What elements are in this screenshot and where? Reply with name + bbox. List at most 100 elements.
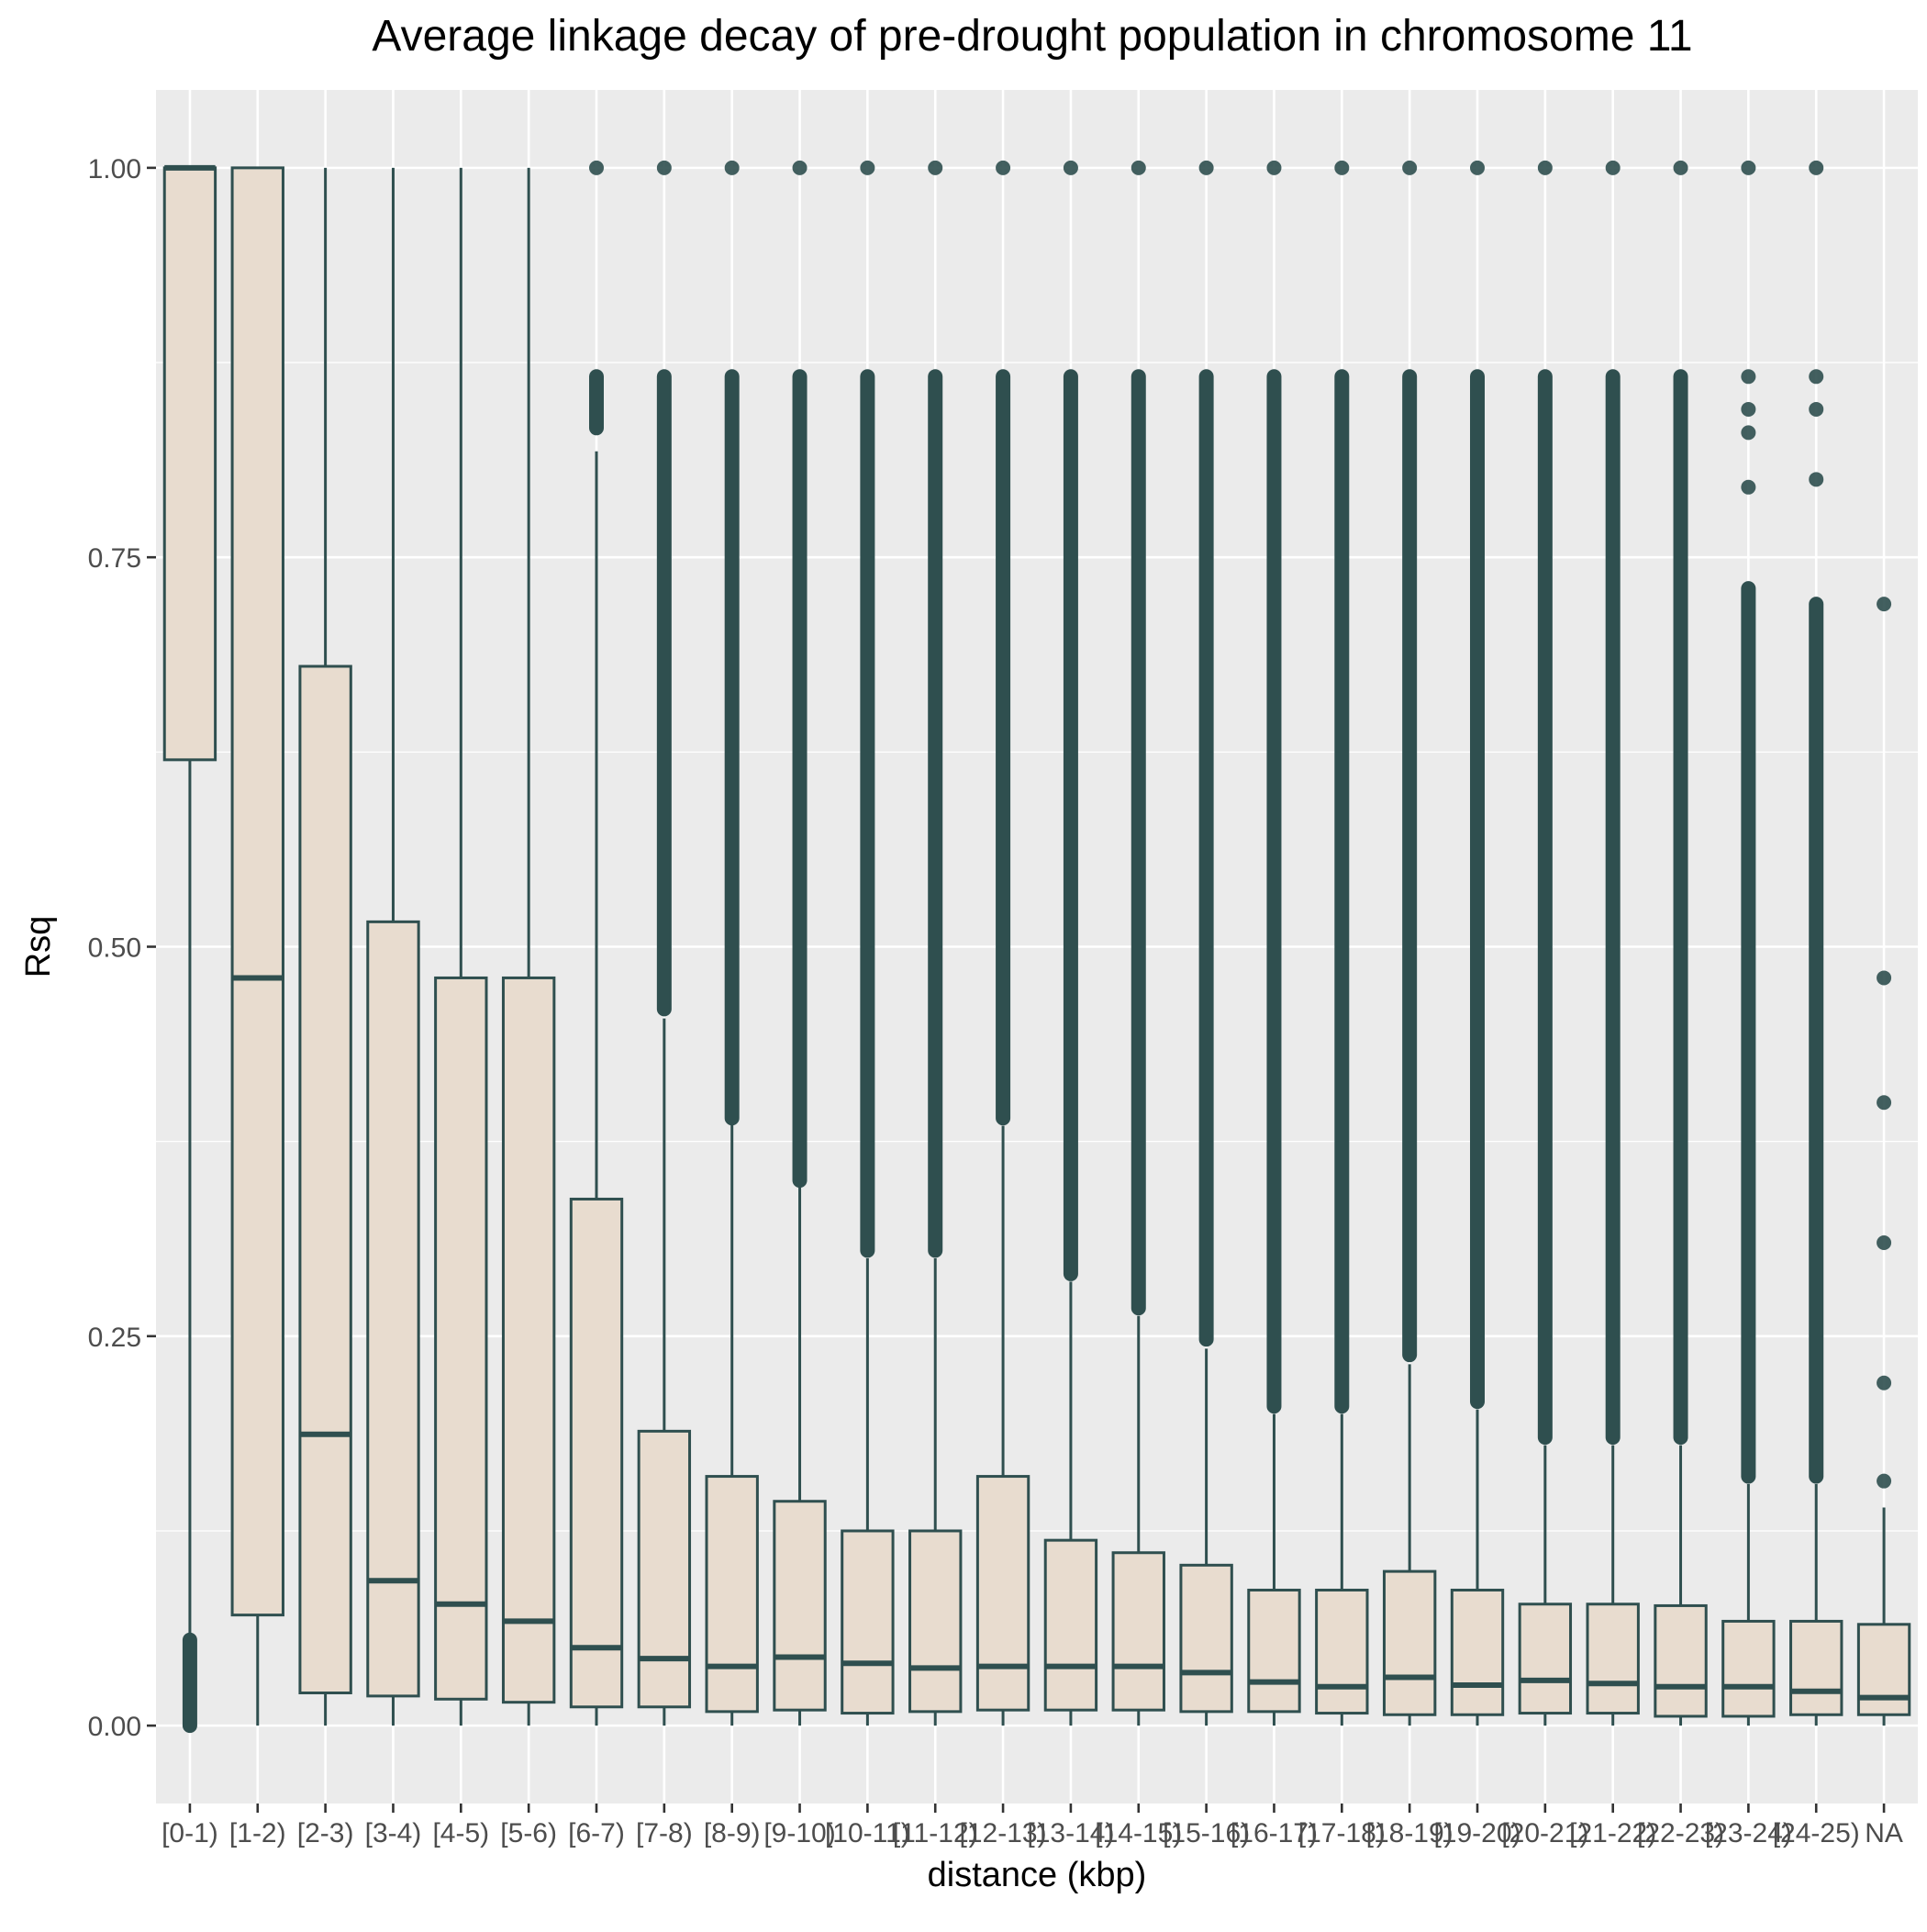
outlier-cluster bbox=[1809, 597, 1824, 1484]
box-body bbox=[1450, 1588, 1505, 1716]
box-body bbox=[1111, 1551, 1165, 1712]
box-body bbox=[298, 664, 352, 1694]
outlier-point bbox=[724, 160, 740, 175]
x-tick-label: [8-9) bbox=[704, 1818, 761, 1848]
outlier-point bbox=[1741, 479, 1756, 495]
outlier-point bbox=[928, 160, 943, 175]
x-tick-label: [3-4) bbox=[365, 1818, 422, 1848]
y-axis: 0.00 0.25 0.50 0.75 1.00 bbox=[88, 154, 156, 1742]
outlier-point bbox=[1809, 401, 1824, 417]
box-body bbox=[773, 1500, 827, 1712]
outlier-point bbox=[1809, 160, 1824, 175]
box-body bbox=[975, 1475, 1030, 1712]
box-group bbox=[1450, 160, 1505, 1726]
outlier-point bbox=[1741, 160, 1756, 175]
outlier-point bbox=[1877, 1234, 1892, 1250]
outlier-cluster bbox=[1741, 581, 1756, 1484]
outlier-cluster bbox=[860, 369, 875, 1258]
outlier-cluster bbox=[1673, 369, 1688, 1446]
x-tick-label: [22-23) bbox=[1637, 1818, 1724, 1848]
outlier-point bbox=[1063, 160, 1078, 175]
outlier-point bbox=[1809, 472, 1824, 487]
box-group bbox=[841, 160, 895, 1726]
x-tick-label: [13-14) bbox=[1027, 1818, 1114, 1848]
x-tick-label: [11-12) bbox=[893, 1818, 978, 1848]
y-tick-label: 1.00 bbox=[88, 154, 141, 184]
outlier-point bbox=[860, 160, 875, 175]
outlier-cluster bbox=[1605, 369, 1621, 1446]
outlier-cluster bbox=[1470, 369, 1485, 1410]
x-tick-label: [24-25) bbox=[1773, 1818, 1860, 1848]
box-body bbox=[1721, 1619, 1776, 1718]
box-group bbox=[1315, 160, 1369, 1726]
x-tick-label: [0-1) bbox=[162, 1818, 218, 1848]
box-group bbox=[705, 160, 759, 1726]
box-body bbox=[705, 1475, 759, 1714]
box-body bbox=[1586, 1603, 1640, 1715]
outlier-cluster bbox=[1198, 369, 1214, 1347]
x-tick-label: [2-3) bbox=[297, 1818, 354, 1848]
box-body bbox=[1179, 1563, 1233, 1714]
outlier-point bbox=[1877, 1375, 1892, 1390]
outlier-point bbox=[656, 160, 672, 175]
chart-title: Average linkage decay of pre-drought pop… bbox=[372, 12, 1693, 61]
box-group bbox=[569, 160, 624, 1726]
box-body bbox=[1518, 1603, 1573, 1715]
outlier-cluster bbox=[182, 1632, 197, 1734]
box-group bbox=[501, 167, 556, 1726]
x-tick-label: [16-17) bbox=[1231, 1818, 1318, 1848]
box-group bbox=[1043, 160, 1098, 1726]
box-body bbox=[1247, 1588, 1301, 1714]
box-group bbox=[908, 160, 963, 1726]
box-body bbox=[1382, 1569, 1437, 1716]
box-group bbox=[1856, 597, 1911, 1726]
outlier-cluster bbox=[1537, 369, 1553, 1446]
box-body bbox=[1856, 1623, 1911, 1716]
box-group bbox=[975, 160, 1030, 1726]
x-tick-label: [23-24) bbox=[1705, 1818, 1792, 1848]
y-tick-label: 0.50 bbox=[88, 933, 141, 964]
outlier-point bbox=[1741, 369, 1756, 385]
outlier-point bbox=[1605, 160, 1621, 175]
box-group bbox=[1179, 160, 1233, 1726]
box-group bbox=[434, 167, 488, 1726]
outlier-point bbox=[1877, 1473, 1892, 1489]
x-tick-label: [12-13) bbox=[960, 1818, 1047, 1848]
x-tick-label: [5-6) bbox=[500, 1818, 557, 1848]
outlier-cluster bbox=[724, 369, 740, 1126]
x-axis: [0-1) [1-2) [2-3) [3-4) [4-5) [5-6) [6-7) [7-8)… bbox=[162, 1804, 1903, 1848]
outlier-cluster bbox=[1334, 369, 1350, 1414]
outlier-point bbox=[1402, 160, 1418, 175]
outlier-cluster bbox=[792, 369, 808, 1189]
box-series bbox=[162, 160, 1911, 1734]
box-body bbox=[908, 1529, 963, 1714]
outlier-cluster bbox=[928, 369, 943, 1258]
box-body bbox=[569, 1197, 624, 1709]
box-body bbox=[434, 976, 488, 1701]
box-group bbox=[1518, 160, 1573, 1726]
box-body bbox=[162, 166, 217, 762]
x-tick-label: [6-7) bbox=[568, 1818, 625, 1848]
y-tick-label: 0.25 bbox=[88, 1323, 141, 1353]
box-group bbox=[1586, 160, 1640, 1726]
box-body bbox=[1789, 1619, 1843, 1716]
box-body bbox=[501, 976, 556, 1704]
x-tick-label: [10-11) bbox=[825, 1818, 910, 1848]
outlier-point bbox=[1266, 160, 1282, 175]
box-group bbox=[230, 166, 284, 1726]
outlier-cluster bbox=[1266, 369, 1282, 1414]
x-tick-label: [18-19) bbox=[1366, 1818, 1454, 1848]
x-tick-label: [17-18) bbox=[1298, 1818, 1386, 1848]
outlier-point bbox=[1809, 369, 1824, 385]
box-body bbox=[841, 1529, 895, 1715]
box-body bbox=[1315, 1588, 1369, 1715]
box-group bbox=[1382, 160, 1437, 1726]
x-tick-label: [4-5) bbox=[432, 1818, 489, 1848]
box-group bbox=[1789, 160, 1843, 1726]
box-group bbox=[637, 160, 692, 1726]
x-tick-label: [19-20) bbox=[1433, 1818, 1520, 1848]
outlier-point bbox=[1877, 1095, 1892, 1111]
box-body bbox=[230, 166, 284, 1617]
outlier-point bbox=[1877, 597, 1892, 612]
outlier-point bbox=[589, 160, 604, 175]
